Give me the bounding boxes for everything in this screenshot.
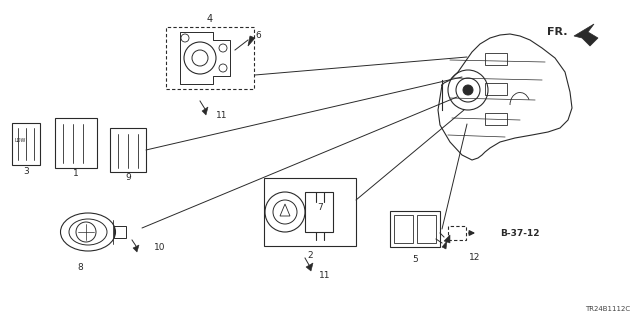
- Bar: [55, 118, 97, 168]
- Bar: [12, 123, 40, 165]
- Bar: [166, 27, 254, 89]
- Text: 8: 8: [77, 263, 83, 273]
- Polygon shape: [133, 245, 139, 252]
- Text: 11: 11: [319, 270, 331, 279]
- Bar: [448, 226, 466, 240]
- Text: TR24B1112C: TR24B1112C: [585, 306, 630, 312]
- Bar: [114, 226, 126, 238]
- Text: FR.: FR.: [547, 27, 567, 37]
- Polygon shape: [248, 36, 255, 46]
- Text: 2: 2: [307, 252, 313, 260]
- Text: 7: 7: [317, 203, 323, 212]
- Text: 6: 6: [255, 31, 261, 41]
- Bar: [305, 192, 333, 232]
- Polygon shape: [574, 24, 598, 46]
- Text: 9: 9: [125, 173, 131, 182]
- Bar: [485, 83, 507, 95]
- Polygon shape: [306, 263, 313, 271]
- Bar: [390, 211, 440, 247]
- Text: 10: 10: [154, 243, 166, 252]
- Text: 4: 4: [207, 14, 213, 24]
- Bar: [417, 215, 436, 243]
- Text: 1: 1: [73, 169, 79, 178]
- Bar: [264, 178, 356, 246]
- Polygon shape: [202, 107, 208, 115]
- Circle shape: [463, 85, 473, 95]
- Text: B-37-12: B-37-12: [500, 228, 540, 237]
- Text: 11: 11: [216, 111, 228, 121]
- Text: 12: 12: [469, 253, 481, 262]
- Text: 3: 3: [23, 167, 29, 177]
- Bar: [110, 128, 146, 172]
- Text: 5: 5: [412, 255, 418, 265]
- Text: LDW: LDW: [14, 138, 26, 142]
- Polygon shape: [444, 235, 450, 243]
- Polygon shape: [442, 241, 447, 249]
- Bar: [485, 113, 507, 125]
- Bar: [485, 53, 507, 65]
- Bar: [394, 215, 413, 243]
